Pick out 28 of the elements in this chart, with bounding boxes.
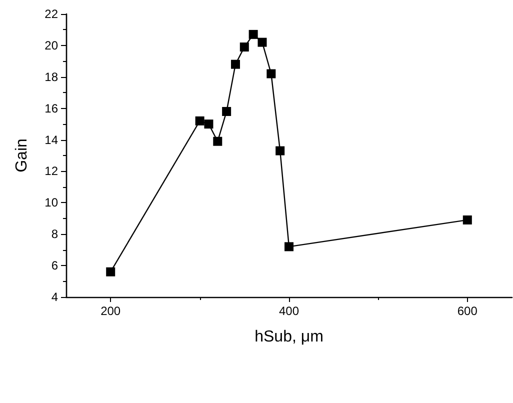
y-tick-label: 4 [51,290,58,304]
point [258,38,267,47]
y-tick-label: 6 [51,258,58,273]
y-tick-label: 10 [44,196,58,210]
point [266,69,276,78]
point [276,146,285,156]
point [230,60,240,69]
x-axis-title: hSub, μm [254,328,324,346]
y-tick-label: 8 [51,227,58,242]
point [284,242,294,252]
point [213,136,222,146]
y-tick-label: 14 [44,132,58,147]
point [106,267,116,276]
x-tick-label: 200 [100,304,121,318]
y-tick-label: 22 [44,7,58,21]
point [222,106,232,116]
point [240,42,249,52]
point [248,30,258,39]
y-tick-label: 18 [44,70,58,84]
point [195,116,204,126]
y-tick-label: 16 [44,101,58,116]
y-tick-label: 12 [44,164,58,178]
point [204,120,214,129]
point [462,215,472,224]
x-tick-label: 600 [457,304,478,318]
y-tick-label: 20 [44,38,58,52]
x-tick-label: 400 [278,304,300,318]
y-axis-title: Gain [14,138,30,172]
